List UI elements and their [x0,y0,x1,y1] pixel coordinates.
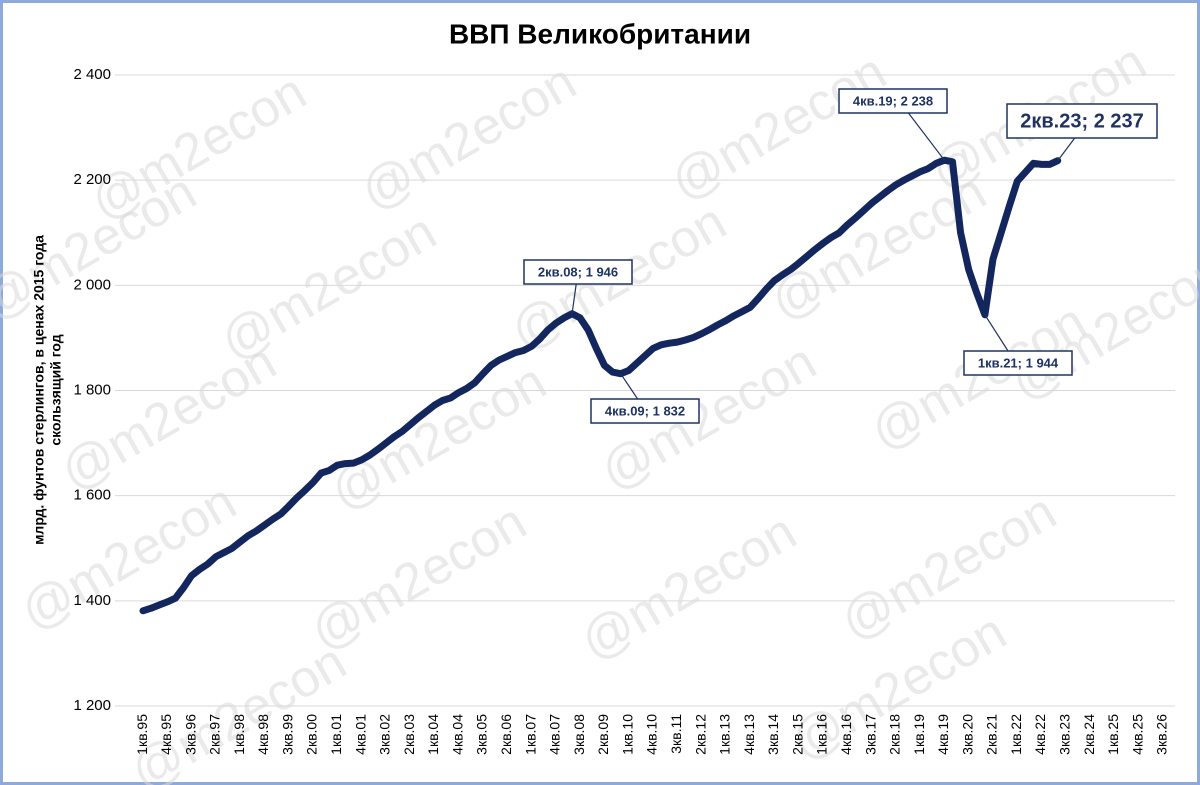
y-tick-label: 2 200 [73,171,111,188]
x-tick-label: 4кв.01 [352,714,368,755]
leader-line [571,283,577,314]
annotation-box [838,88,948,114]
x-tick-label: 3кв.96 [182,714,198,755]
x-tick-label: 1кв.04 [425,714,441,755]
y-tick-label: 1 600 [73,487,111,504]
x-tick-label: 2кв.18 [887,714,903,755]
annotation-box [963,350,1073,376]
x-tick-label: 3кв.99 [279,714,295,755]
x-tick-label: 3кв.20 [959,714,975,755]
x-tick-label: 4кв.98 [255,714,271,755]
annotation-box [1006,103,1158,139]
x-tick-label: 2кв.24 [1081,714,1097,755]
x-tick-label: 2кв.15 [789,714,805,755]
x-tick-label: 1кв.22 [1008,714,1024,755]
x-tick-label: 1кв.13 [717,714,733,755]
x-tick-label: 1кв.10 [619,714,635,755]
y-axis-label: млрд. фунтов стерлингов, в ценах 2015 го… [31,235,64,545]
x-tick-label: 2кв.00 [304,714,320,755]
x-tick-label: 4кв.95 [158,714,174,755]
x-tick-label: 1кв.98 [231,714,247,755]
y-label-line: млрд. фунтов стерлингов, в ценах 2015 го… [31,235,47,545]
x-tick-label: 1кв.07 [522,714,538,755]
leader-line [984,314,1009,352]
x-tick-label: 3кв.02 [377,714,393,755]
annotation: 1кв.21; 1 944 [978,355,1059,370]
x-tick-label: 2кв.97 [207,714,223,755]
x-tick-label: 2кв.06 [498,714,514,755]
x-tick-label: 1кв.16 [814,714,830,755]
x-tick-label: 1кв.95 [134,714,150,755]
x-tick-label: 2кв.03 [401,714,417,755]
data-line [139,156,1062,615]
x-tick-label: 4кв.22 [1032,714,1048,755]
annotation: 2кв.08; 1 946 [538,264,618,279]
x-tick-label: 4кв.04 [449,714,465,755]
annotation: 4кв.09; 1 832 [605,403,685,418]
annotation: 4кв.19; 2 238 [853,93,933,108]
x-tick-label: 4кв.13 [741,714,757,755]
y-label-line: скользящий год [48,334,64,445]
x-tick-label: 1кв.19 [911,714,927,755]
x-tick-label: 2кв.09 [595,714,611,755]
chart-title: ВВП Великобритании [449,18,751,49]
y-tick-label: 1 400 [73,592,111,609]
x-tick-label: 3кв.11 [668,714,684,754]
x-tick-label: 4кв.16 [838,714,854,755]
x-tick-label: 3кв.14 [765,714,781,755]
x-tick-label: 3кв.05 [474,714,490,755]
x-tick-label: 3кв.17 [862,714,878,755]
x-tick-label: 2кв.21 [984,714,1000,755]
x-tick-label: 1кв.01 [328,714,344,755]
y-tick-label: 1 800 [73,381,111,398]
leader-line [1057,137,1076,162]
x-tick-label: 1кв.25 [1105,714,1121,755]
leader-line [907,112,945,161]
annotation-box [523,259,633,285]
x-tick-label: 4кв.07 [547,714,563,755]
x-tick-label: 4кв.19 [935,714,951,755]
y-tick-label: 2 400 [73,66,111,83]
x-tick-label: 2кв.12 [692,714,708,755]
y-tick-label: 2 000 [73,276,111,293]
x-tick-label: 3кв.08 [571,714,587,755]
x-tick-label: 4кв.10 [644,714,660,755]
annotation-box [590,398,700,424]
leader-line [620,373,639,400]
annotation: 2кв.23; 2 237 [1020,110,1144,132]
x-tick-label: 4кв.25 [1129,714,1145,755]
x-tick-label: 3кв.23 [1057,714,1073,755]
y-tick-label: 1 200 [73,697,111,714]
x-tick-label: 3кв.26 [1154,714,1170,755]
